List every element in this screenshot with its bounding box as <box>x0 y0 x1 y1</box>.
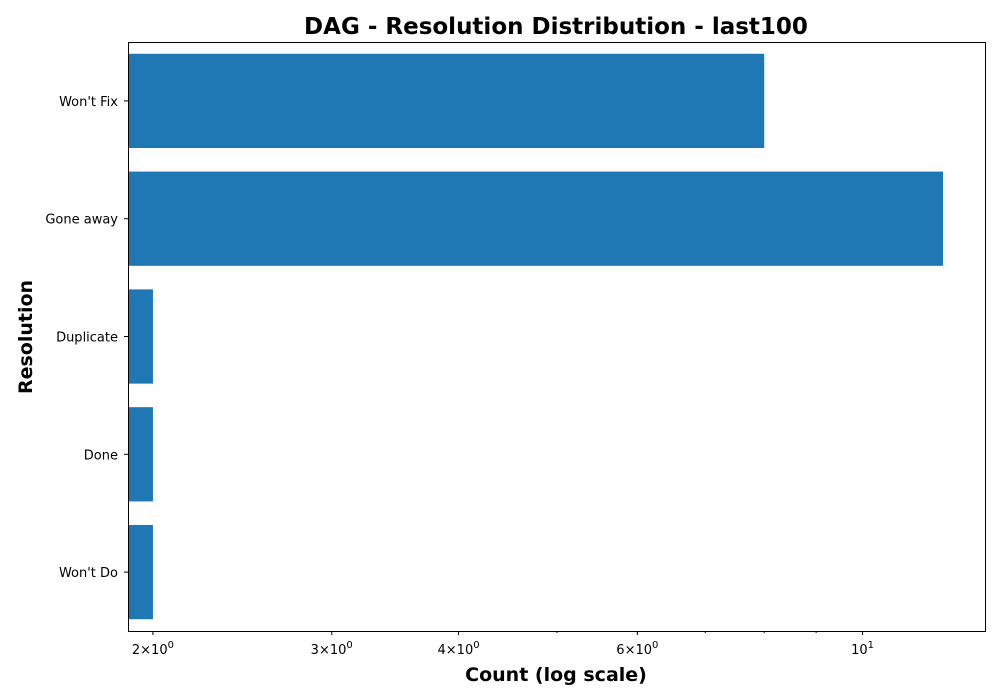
y-tick-label: Won't Fix <box>59 95 118 110</box>
bar-done <box>128 407 153 502</box>
y-tick-label: Duplicate <box>56 331 118 346</box>
x-tick-label: 2×100 <box>132 640 174 658</box>
y-tick-label: Done <box>84 448 118 463</box>
bar-won-t-do <box>128 524 153 620</box>
chart-title: DAG - Resolution Distribution - last100 <box>304 14 808 40</box>
bar-gone-away <box>128 171 943 266</box>
y-axis-label: Resolution <box>15 280 37 394</box>
bar-duplicate <box>128 289 153 384</box>
y-tick-label: Gone away <box>45 213 118 228</box>
x-tick-label: 6×100 <box>616 640 658 658</box>
y-tick-label: Won't Do <box>59 566 118 581</box>
y-axis: Won't Fix Gone away Duplicate Done Won't Do <box>45 95 128 581</box>
x-axis-label: Count (log scale) <box>465 664 647 686</box>
x-axis: 2×100 3×100 4×100 6×100 101 <box>132 631 874 658</box>
bar-won-t-fix <box>128 53 765 149</box>
x-tick-label: 101 <box>851 640 874 658</box>
x-tick-label: 4×100 <box>438 640 480 658</box>
bars <box>128 53 943 620</box>
x-tick-label: 3×100 <box>311 640 353 658</box>
